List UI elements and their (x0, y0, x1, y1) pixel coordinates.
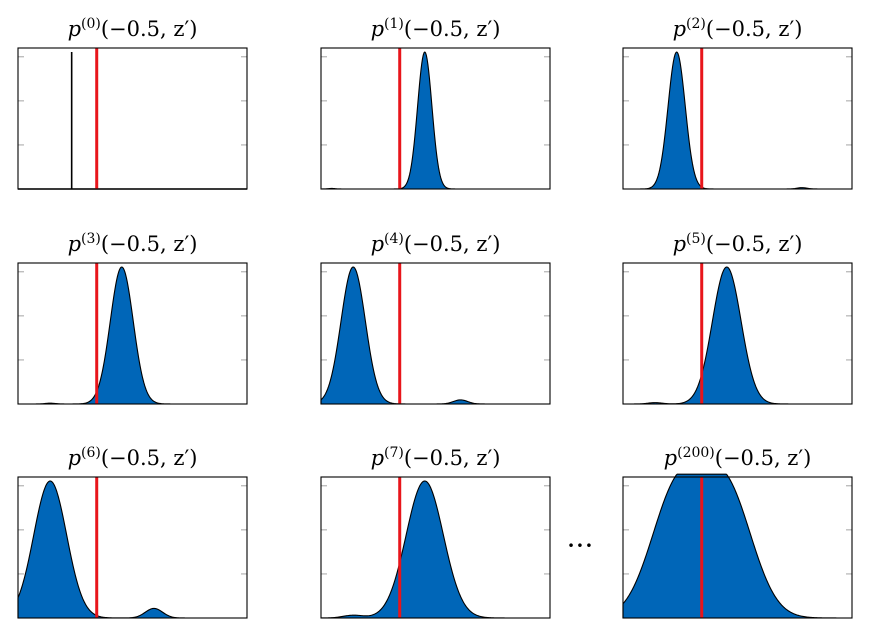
title-superscript: (7) (384, 445, 404, 461)
panel-title: p(6)(−0.5, z′) (68, 445, 198, 470)
title-base: p (68, 446, 81, 470)
plot-frame (622, 47, 853, 190)
title-base: p (68, 232, 81, 256)
plot-frame (17, 476, 248, 619)
panel-title: p(2)(−0.5, z′) (673, 16, 803, 41)
panel-7: p(7)(−0.5, z′) (320, 445, 551, 619)
panel-title: p(7)(−0.5, z′) (371, 445, 501, 470)
panel-title: p(0)(−0.5, z′) (68, 16, 198, 41)
plot-frame (320, 476, 551, 619)
panel-200: p(200)(−0.5, z′) (622, 445, 853, 619)
panel-title: p(5)(−0.5, z′) (673, 231, 803, 256)
title-argument: (−0.5, z′) (706, 232, 803, 256)
panel-2: p(2)(−0.5, z′) (622, 16, 853, 190)
plot-frame (622, 262, 853, 405)
panel-6: p(6)(−0.5, z′) (17, 445, 248, 619)
title-base: p (371, 17, 384, 41)
density-curve (622, 473, 853, 619)
title-superscript: (5) (686, 231, 706, 247)
title-argument: (−0.5, z′) (706, 17, 803, 41)
panel-0: p(0)(−0.5, z′) (17, 16, 248, 190)
density-curve (320, 51, 551, 190)
density-curve (17, 480, 248, 619)
plot-frame (320, 262, 551, 405)
panel-title: p(200)(−0.5, z′) (664, 445, 812, 470)
title-argument: (−0.5, z′) (404, 232, 501, 256)
title-superscript: (200) (677, 445, 715, 461)
title-superscript: (3) (81, 231, 101, 247)
title-superscript: (6) (81, 445, 101, 461)
title-base: p (371, 232, 384, 256)
density-curve (320, 266, 551, 405)
plot-frame (320, 47, 551, 190)
plot-frame (17, 262, 248, 405)
title-argument: (−0.5, z′) (404, 17, 501, 41)
title-argument: (−0.5, z′) (101, 17, 198, 41)
title-superscript: (2) (686, 16, 706, 32)
title-argument: (−0.5, z′) (404, 446, 501, 470)
density-curve (17, 266, 248, 405)
density-curve (320, 480, 551, 619)
panel-4: p(4)(−0.5, z′) (320, 231, 551, 405)
density-curve (622, 51, 853, 190)
title-superscript: (1) (384, 16, 404, 32)
panel-title: p(4)(−0.5, z′) (371, 231, 501, 256)
panel-title: p(1)(−0.5, z′) (371, 16, 501, 41)
title-base: p (673, 17, 686, 41)
title-base: p (664, 446, 677, 470)
title-base: p (68, 17, 81, 41)
title-superscript: (4) (384, 231, 404, 247)
title-argument: (−0.5, z′) (101, 446, 198, 470)
plot-frame (17, 47, 248, 190)
ellipsis: ··· (567, 529, 594, 562)
title-superscript: (0) (81, 16, 101, 32)
panel-3: p(3)(−0.5, z′) (17, 231, 248, 405)
title-base: p (371, 446, 384, 470)
density-curve (622, 266, 853, 405)
panel-5: p(5)(−0.5, z′) (622, 231, 853, 405)
title-base: p (673, 232, 686, 256)
title-argument: (−0.5, z′) (101, 232, 198, 256)
title-argument: (−0.5, z′) (715, 446, 812, 470)
panel-1: p(1)(−0.5, z′) (320, 16, 551, 190)
panel-title: p(3)(−0.5, z′) (68, 231, 198, 256)
plot-frame (622, 476, 853, 619)
